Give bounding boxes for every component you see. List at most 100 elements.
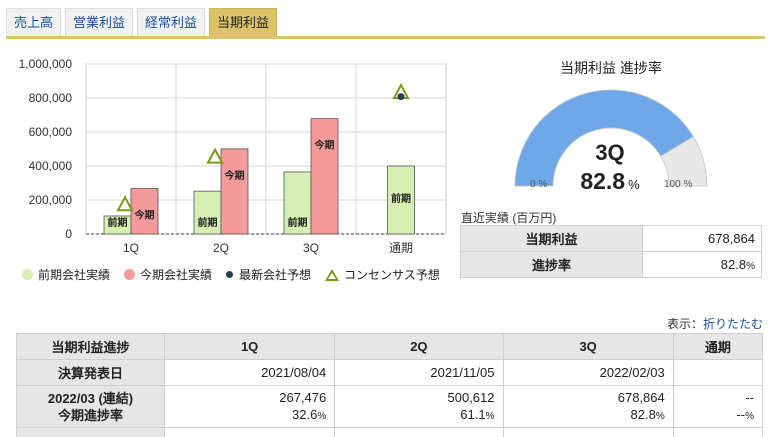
rate-number: 32.6 [292, 406, 318, 422]
table-cell: 2021/08/04 [163, 359, 336, 386]
row-header-announce: 決算発表日 [16, 359, 165, 386]
rate-number: 61.1 [460, 406, 486, 422]
table-cell: 678,864 82.8% [502, 385, 674, 428]
column-header: 当期利益進捗 [16, 333, 165, 360]
recent-results-table: 当期利益 678,864 進捗率 82.8% [460, 225, 762, 278]
table-cell: -- --% [672, 385, 764, 428]
legend-label-forecast: 最新会社予想 [239, 268, 312, 282]
table-row: 2022/03 (連結) 今期進捗率 267,476 32.6% 500,612… [16, 385, 764, 428]
gauge-value-number: 82.8 [580, 168, 626, 194]
table-cell: 500,612 61.1% [334, 385, 504, 428]
bar-label-current: 今期 [134, 209, 155, 222]
progress-gauge [514, 89, 708, 187]
bar-label-previous: 前期 [108, 216, 128, 229]
chart-legend: 前期会社実績 今期会社実績 最新会社予想 コンセンサス予想 [22, 266, 454, 283]
table-row: 進捗率 82.8% [460, 251, 762, 278]
profit-bar-chart: 0 200,000 400,000 600,000 800,000 1,000,000 前期… [19, 57, 447, 255]
recent-row-value-rate: 82.8% [642, 251, 762, 278]
cell-value: 678,864 [617, 389, 665, 405]
recent-results-label: 直近実績 (百万円) [461, 211, 557, 225]
table-cell [163, 427, 336, 437]
rate-unit: % [485, 410, 495, 422]
tab-sales[interactable]: 売上高 [6, 8, 62, 36]
legend-label-consensus: コンセンサス予想 [344, 268, 440, 282]
table-row: 当期利益 678,864 [460, 225, 762, 252]
recent-profit-value: 678,864 [708, 231, 755, 246]
column-header: 3Q [502, 333, 674, 360]
tab-bar: 売上高 営業利益 経常利益 当期利益 [6, 8, 278, 36]
period-label: 2022/03 (連結) [47, 390, 134, 406]
y-tick-label: 0 [65, 227, 72, 241]
y-tick-label: 800,000 [29, 91, 73, 105]
rate-unit: % [745, 410, 754, 422]
column-header: 2Q [334, 333, 504, 360]
cell-rate: 82.8% [512, 406, 665, 425]
gauge-min-label: 0 % [530, 179, 548, 190]
cell-rate: 61.1% [343, 406, 494, 425]
gauge-quarter: 3Q [595, 140, 625, 165]
x-tick-label: 2Q [213, 241, 229, 255]
recent-row-label-profit: 当期利益 [460, 225, 643, 252]
profit-progress-table: 当期利益進捗 1Q 2Q 3Q 通期 決算発表日 2021/08/04 2021… [16, 333, 764, 437]
legend-swatch-current [124, 269, 136, 280]
row-header-empty [16, 427, 165, 437]
y-tick-label: 400,000 [29, 159, 73, 173]
consensus-marker [206, 147, 224, 164]
legend-label-current: 今期会社実績 [140, 268, 213, 282]
bar-label-current: 今期 [314, 139, 335, 152]
tab-net-profit[interactable]: 当期利益 [209, 8, 278, 36]
recent-row-value-profit: 678,864 [642, 225, 762, 252]
rate-number: 82.8 [630, 406, 656, 422]
y-tick-label: 200,000 [29, 193, 73, 207]
bar-previous [193, 190, 222, 235]
cell-value: -- [745, 389, 754, 405]
display-toggle-prefix: 表示： [666, 317, 703, 331]
legend-label-previous: 前期会社実績 [38, 268, 111, 282]
collapse-link[interactable]: 折りたたむ [702, 317, 763, 331]
recent-row-label-rate: 進捗率 [460, 251, 643, 278]
x-tick-label: 3Q [303, 241, 319, 255]
bar-previous [387, 165, 415, 235]
gauge-value: 82.8% [545, 168, 675, 195]
bar-current [130, 188, 159, 235]
tab-ordinary-profit[interactable]: 経常利益 [137, 8, 206, 36]
cell-rate: --% [682, 406, 754, 425]
bar-label-previous: 前期 [288, 216, 308, 229]
tab-operating-profit[interactable]: 営業利益 [65, 8, 134, 36]
triangle-icon [325, 268, 340, 281]
legend-swatch-previous [22, 269, 33, 280]
column-header: 通期 [672, 333, 764, 360]
column-header: 1Q [163, 333, 336, 360]
x-tick-label: 1Q [123, 241, 139, 255]
table-cell [334, 427, 504, 437]
legend-item-current: 今期会社実績 [124, 266, 212, 283]
progress-rate-label: 今期進捗率 [57, 407, 123, 423]
table-cell [502, 427, 674, 437]
legend-swatch-forecast [226, 271, 234, 278]
y-tick-label: 1,000,000 [19, 57, 73, 71]
x-tick-label: 通期 [389, 241, 413, 255]
cell-value: 500,612 [447, 389, 495, 405]
display-toggle: 表示：折りたたむ [667, 315, 763, 332]
tab-divider [6, 36, 765, 39]
table-row: 決算発表日 2021/08/04 2021/11/05 2022/02/03 [16, 359, 764, 386]
bar-current [220, 148, 249, 235]
table-cell: 2022/02/03 [502, 359, 674, 386]
gauge-max-label: 100 % [664, 179, 693, 190]
table-header-row: 当期利益進捗 1Q 2Q 3Q 通期 [16, 333, 764, 360]
cell-value: 267,476 [279, 389, 327, 405]
gauge-title: 当期利益 進捗率 [560, 60, 662, 76]
rate-unit: % [655, 410, 665, 422]
table-cell: 2021/11/05 [334, 359, 504, 386]
legend-item-forecast: 最新会社予想 [226, 266, 311, 283]
bar-label-current: 今期 [224, 169, 245, 182]
rate-unit: % [317, 410, 327, 422]
rate-number: -- [736, 406, 746, 422]
table-cell [672, 359, 764, 386]
bar-current [310, 118, 339, 235]
recent-rate-value: 82.8 [720, 257, 747, 272]
cell-rate: 32.6% [173, 406, 326, 425]
legend-item-previous: 前期会社実績 [22, 266, 110, 283]
row-header-period: 2022/03 (連結) 今期進捗率 [16, 385, 165, 428]
consensus-marker [116, 195, 134, 212]
